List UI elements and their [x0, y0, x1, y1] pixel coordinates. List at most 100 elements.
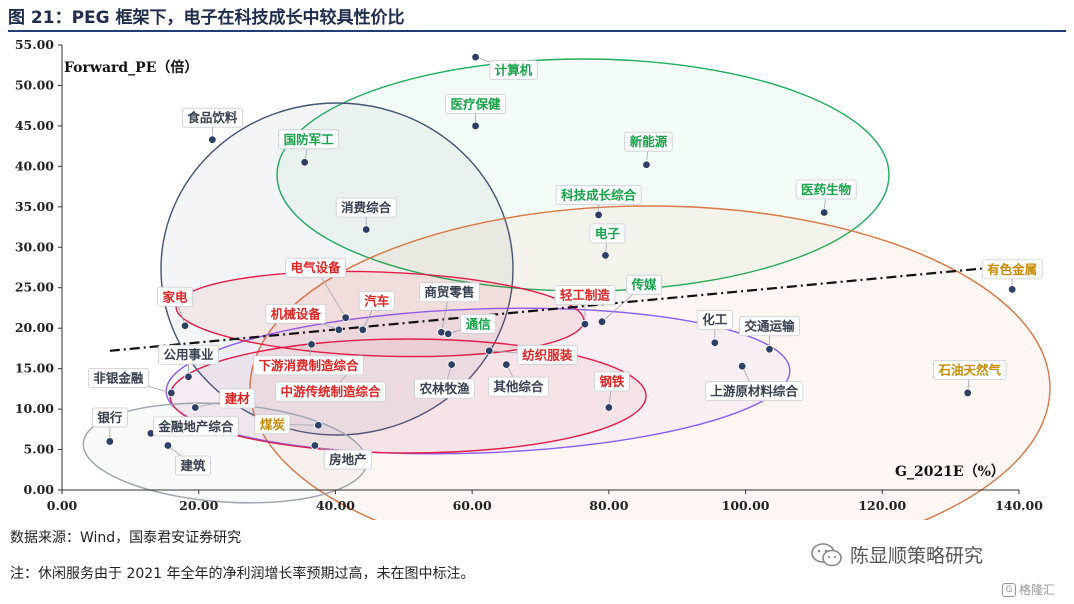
data-label-text: 电子 [595, 226, 621, 241]
title-divider [8, 30, 1066, 32]
data-point [310, 441, 320, 450]
data-label-box [624, 131, 673, 152]
data-label-text: 中游传统制造综合 [281, 384, 382, 399]
data-label-text: 银行 [97, 410, 123, 425]
data-label-text: 轻工制造 [560, 288, 611, 303]
data-label-text: 汽车 [364, 293, 390, 308]
data-point [601, 251, 610, 260]
data-label-text: 农林牧渔 [419, 381, 471, 396]
data-label-box [554, 285, 616, 306]
y-tick-label: 5.00 [24, 442, 55, 457]
remark-note: 注：休闲服务由于 2021 年全年的净利润增长率预期过高，未在图中标注。 [10, 566, 475, 582]
y-tick-label: 55.00 [15, 37, 54, 52]
data-label-box [157, 286, 193, 307]
data-point [358, 325, 367, 334]
data-label: 纺织服装 [516, 344, 578, 365]
y-tick-label: 50.00 [15, 77, 54, 92]
data-point [819, 208, 829, 217]
data-label-text: 金融地产综合 [157, 419, 234, 434]
data-point [180, 321, 190, 330]
data-label: 电子 [589, 223, 626, 244]
data-label-text: 石油天然气 [937, 362, 1001, 377]
data-point [447, 360, 456, 369]
data-point [471, 121, 480, 131]
data-label-box [593, 371, 630, 392]
data-point [765, 345, 774, 354]
data-label: 化工 [696, 309, 733, 330]
data-point [334, 325, 344, 334]
x-tick-label: 80.00 [589, 498, 628, 513]
data-label-box [253, 355, 364, 376]
y-tick-label: 35.00 [15, 199, 54, 214]
data-label-box [933, 360, 1007, 380]
midstream-group-ellipse [165, 307, 791, 455]
data-label-text: 化工 [702, 312, 728, 327]
data-point [604, 403, 614, 412]
data-label-text: 建材 [225, 391, 251, 406]
data-label: 传媒 [626, 274, 662, 295]
data-label-box [152, 416, 239, 437]
data-label-box [626, 274, 662, 295]
data-label-box [323, 449, 373, 470]
data-label-box [705, 381, 804, 402]
data-label-text: 电气设备 [291, 260, 342, 275]
data-label-text: 科技成长综合 [561, 187, 637, 202]
data-point [642, 160, 651, 169]
data-label: 科技成长综合 [555, 185, 642, 205]
data-label-text: 下游消费制造综合 [258, 358, 359, 373]
y-tick-label: 40.00 [15, 158, 54, 173]
data-label-text: 非银金融 [93, 370, 144, 385]
group-ellipses [82, 58, 1051, 520]
data-point [485, 346, 494, 356]
data-label: 公用事业 [158, 344, 219, 365]
data-label: 钢铁 [593, 371, 630, 392]
data-label-box [219, 388, 256, 409]
x-tick-label: 100.00 [722, 498, 770, 513]
x-axis-label: G_2021E（%） [895, 464, 1005, 480]
data-point [963, 388, 972, 398]
y-tick-label: 0.00 [24, 482, 55, 497]
data-label: 其他综合 [487, 376, 549, 397]
data-label: 电气设备 [285, 257, 347, 278]
data-point [191, 403, 200, 412]
y-tick-label: 10.00 [15, 401, 54, 416]
data-label-box [795, 179, 857, 200]
y-tick-label: 45.00 [15, 118, 54, 133]
data-label-box [254, 414, 291, 435]
data-label-box [175, 455, 211, 476]
x-tick-label: 140.00 [995, 498, 1043, 513]
data-label: 机械设备 [265, 303, 327, 324]
data-point [163, 441, 173, 450]
x-tick-label: 120.00 [858, 498, 906, 513]
data-point [1007, 285, 1017, 294]
data-label-box [445, 94, 506, 114]
data-label-box [414, 378, 476, 399]
data-label-box [278, 129, 340, 150]
data-label: 建材 [219, 388, 256, 409]
data-point [597, 317, 607, 326]
data-label-text: 上游原材料综合 [710, 384, 798, 399]
data-points [105, 52, 1017, 450]
data-label: 下游消费制造综合 [253, 355, 364, 376]
data-label-box [460, 313, 497, 334]
data-point [208, 135, 217, 144]
data-label: 金融地产综合 [152, 416, 239, 437]
data-point [300, 158, 309, 167]
data-label: 非银金融 [87, 368, 149, 388]
data-label: 轻工制造 [554, 285, 616, 306]
data-label: 计算机 [489, 60, 538, 81]
data-label-text: 消费综合 [341, 200, 392, 215]
figure-title: 图 21：PEG 框架下，电子在科技成长中较具性价比 [8, 8, 405, 28]
data-label: 食品饮料 [181, 107, 243, 128]
data-label-box [158, 344, 219, 365]
source-note: 数据来源：Wind，国泰君安证券研究 [10, 530, 242, 546]
data-label-text: 房地产 [329, 452, 367, 467]
data-label-text: 传媒 [631, 277, 658, 292]
data-label: 商贸零售 [418, 282, 480, 303]
data-label-box [589, 223, 626, 244]
data-point [594, 210, 603, 220]
y-tick-label: 20.00 [15, 320, 54, 335]
data-label: 交通运输 [739, 316, 800, 337]
data-point [471, 52, 480, 62]
